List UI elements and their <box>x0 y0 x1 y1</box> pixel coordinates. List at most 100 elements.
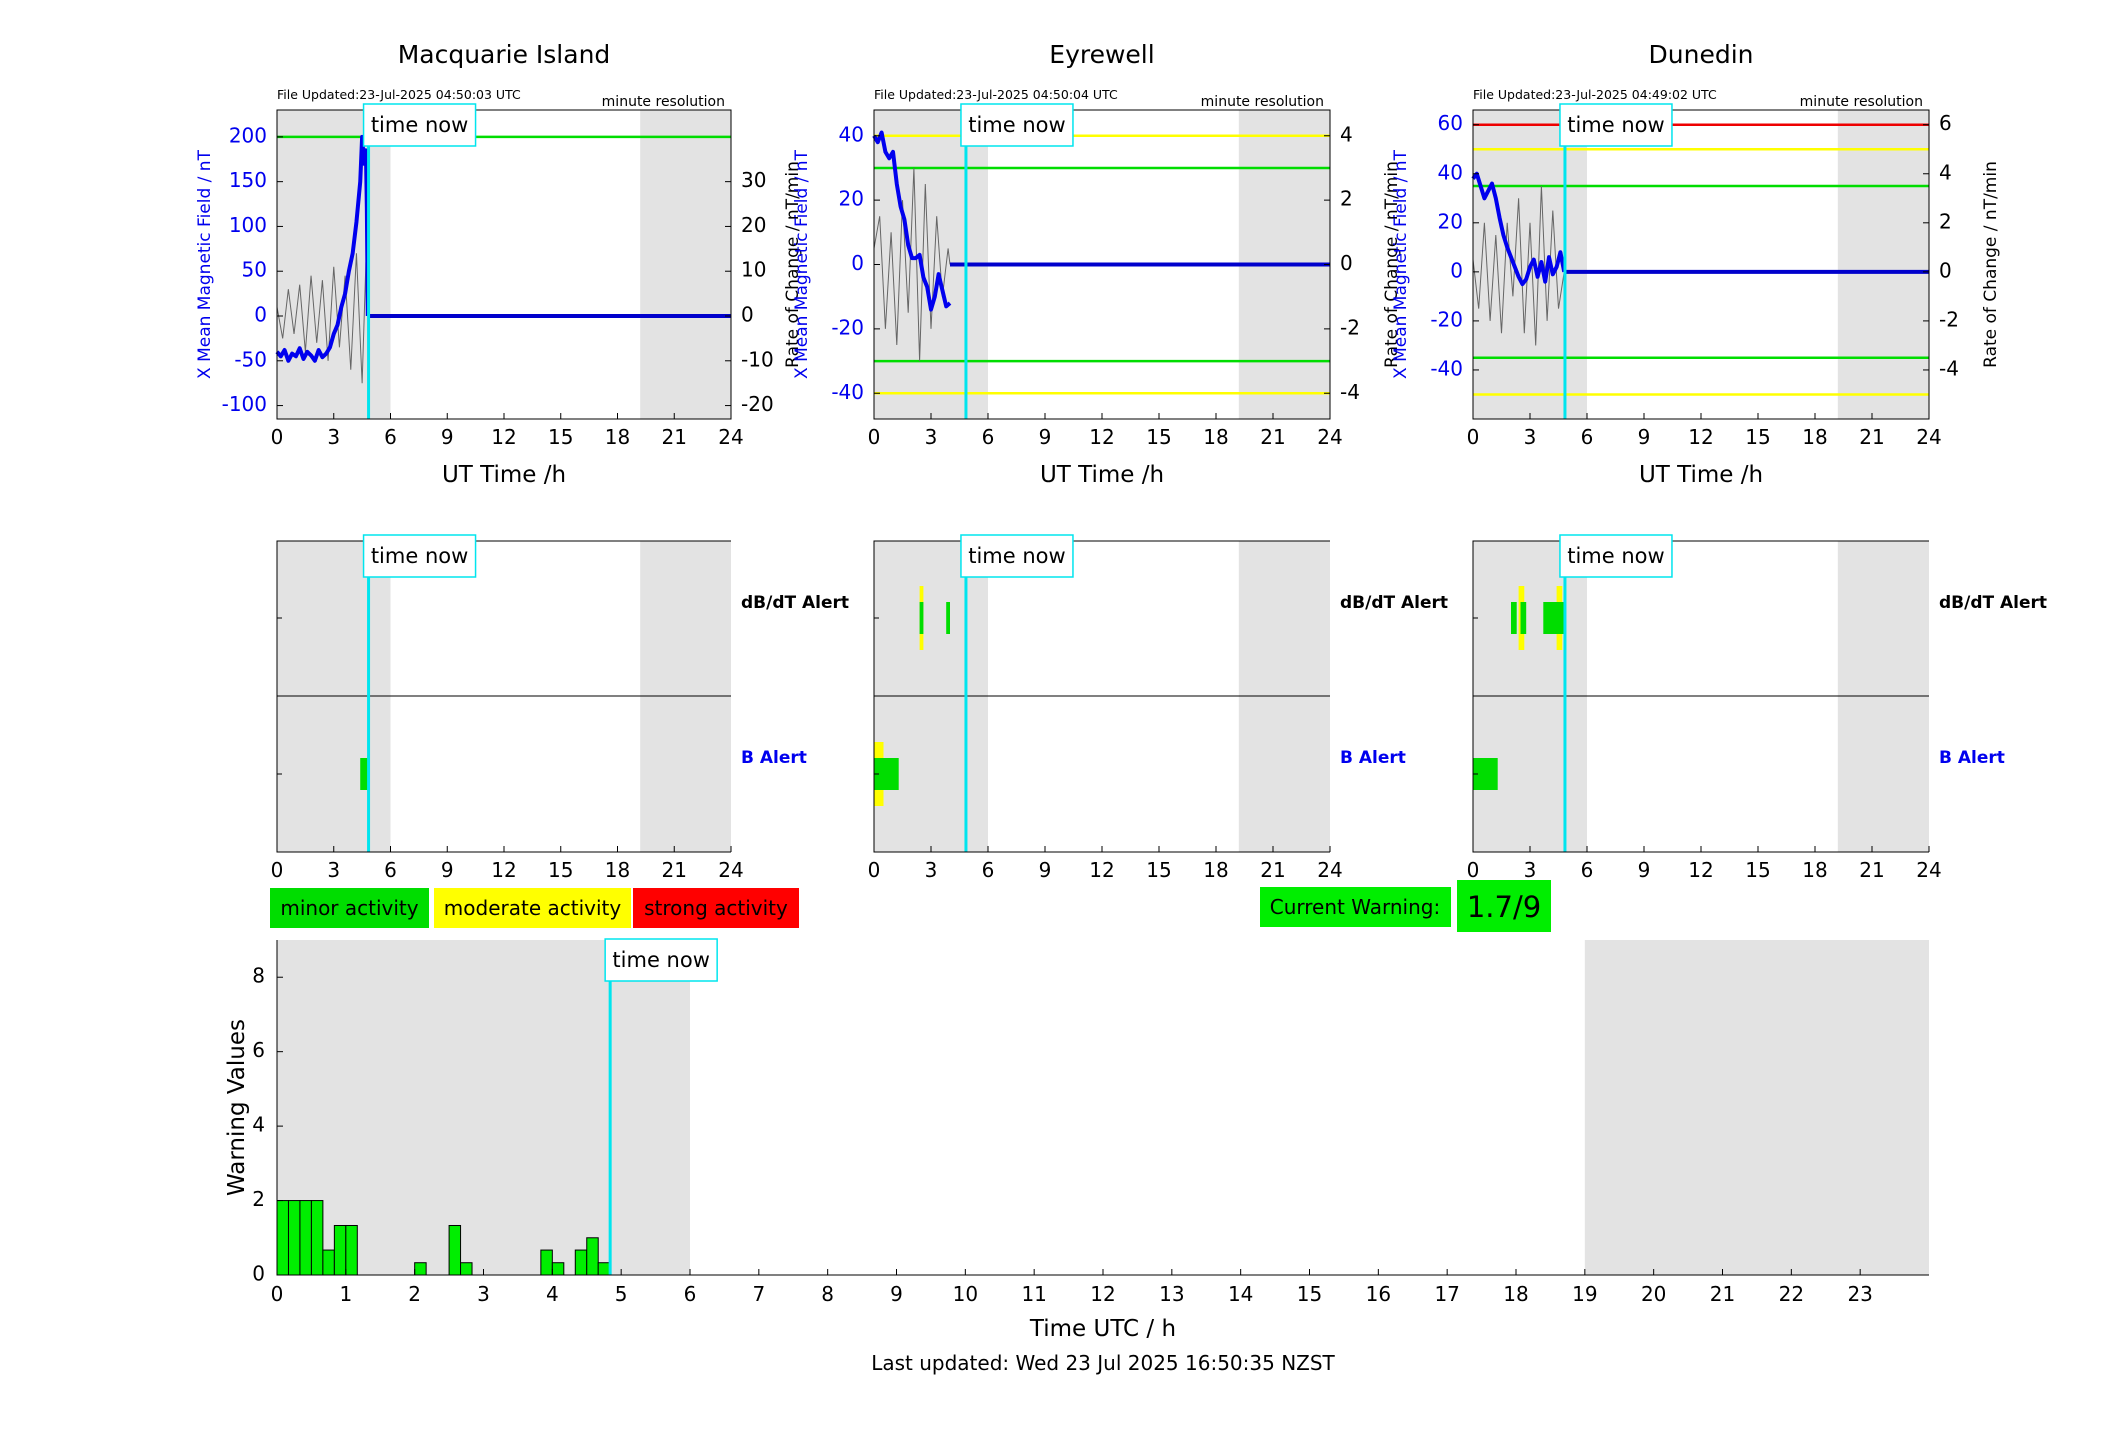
eyrewell-alert-xtick-label-3: 9 <box>1039 858 1052 882</box>
legend-swatch-2 <box>633 888 799 928</box>
dunedin-title: Dunedin <box>1649 40 1754 69</box>
chart-ytick-label-1: 2 <box>252 1187 265 1211</box>
current-warning-label: Current Warning: <box>1270 895 1440 919</box>
macquarie-island-xtick-label-0: 0 <box>271 425 284 449</box>
macquarie-island-alert-xtick-label-6: 18 <box>605 858 630 882</box>
macquarie-island-alert-xtick-label-7: 21 <box>662 858 687 882</box>
dunedin-ytick-left-label-3: 20 <box>1438 209 1463 233</box>
macquarie-island-alert-xtick-label-3: 9 <box>441 858 454 882</box>
eyrewell-now-tag-label: time now <box>968 113 1065 137</box>
macquarie-island-xtick-label-8: 24 <box>718 425 743 449</box>
eyrewell-ytick-left-label-3: 20 <box>839 187 864 211</box>
chart-xtick-label-16: 16 <box>1366 1282 1391 1306</box>
eyrewell-ytick-left-label-2: 0 <box>851 251 864 275</box>
eyrewell-ytick-right-label-4: 4 <box>1340 122 1353 146</box>
warning-bar-8 <box>448 1224 462 1276</box>
macquarie-island-resolution: minute resolution <box>602 94 725 110</box>
dunedin-rate-of-change-series <box>1472 186 1565 346</box>
macquarie-island-ytick-left-label-4: 100 <box>229 213 267 237</box>
dunedin-ytick-right-label-2: 0 <box>1939 258 1952 282</box>
dunedin-field-series <box>1471 171 1567 287</box>
eyrewell-now-tag-box <box>960 103 1074 147</box>
eyrewell-alert-xtick-label-8: 24 <box>1317 858 1342 882</box>
eyrewell-alert-xtick-label-1: 3 <box>925 858 938 882</box>
dunedin-ytick-right-label-0: -4 <box>1939 356 1959 380</box>
macquarie-island-alert-xtick-label-5: 15 <box>548 858 573 882</box>
dunedin-ytick-left-label-4: 40 <box>1438 160 1463 184</box>
dunedin-xtick-label-8: 24 <box>1916 425 1941 449</box>
macquarie-island-file-updated: File Updated:23-Jul-2025 04:50:03 UTC <box>277 87 521 102</box>
eyrewell-ytick-right-label-0: -4 <box>1340 380 1360 404</box>
eyrewell-dbdt-alert-1 <box>919 602 924 634</box>
macquarie-island-b-alert-label: B Alert <box>741 748 807 768</box>
macquarie-island-ytick-left-label-5: 150 <box>229 168 267 192</box>
chart-xtick-label-13: 13 <box>1159 1282 1184 1306</box>
chart-xtick-label-15: 15 <box>1297 1282 1322 1306</box>
chart-xtick-label-12: 12 <box>1090 1282 1115 1306</box>
chart-xtick-label-21: 21 <box>1710 1282 1735 1306</box>
dunedin-xtick-label-6: 18 <box>1802 425 1827 449</box>
macquarie-island-dbdt-alert-label: dB/dT Alert <box>741 593 849 613</box>
dunedin-ytick-right-label-5: 6 <box>1939 111 1952 135</box>
chart-xtick-label-19: 19 <box>1572 1282 1597 1306</box>
eyrewell-title: Eyrewell <box>1049 40 1154 69</box>
eyrewell-b-alert-1 <box>883 758 899 790</box>
eyrewell-xlabel: UT Time /h <box>1040 462 1164 488</box>
dunedin-dbdt-alert-4 <box>1543 602 1567 634</box>
dunedin-alert-xtick-label-2: 6 <box>1581 858 1594 882</box>
macquarie-island-now-tag-box <box>362 103 477 147</box>
macquarie-island-ytick-right-label-5: 30 <box>741 168 766 192</box>
warning-bar-12 <box>574 1249 588 1276</box>
current-warning-value-box <box>1457 880 1551 932</box>
macquarie-island-rate-of-change-series <box>276 253 369 384</box>
chart-xtick-label-4: 4 <box>546 1282 559 1306</box>
legend-swatch-0 <box>270 888 429 928</box>
chart-now-tag-box <box>604 938 718 982</box>
eyrewell-file-updated: File Updated:23-Jul-2025 04:50:04 UTC <box>874 87 1118 102</box>
chart-xtick-label-17: 17 <box>1434 1282 1459 1306</box>
macquarie-island-ylabel-left: X Mean Magnetic Field / nT <box>195 149 215 379</box>
eyrewell-xtick-label-6: 18 <box>1203 425 1228 449</box>
macquarie-island-b-alert-0 <box>360 758 368 790</box>
chart-xtick-label-3: 3 <box>477 1282 490 1306</box>
dunedin-ytick-right-label-3: 2 <box>1939 209 1952 233</box>
chart-xtick-label-8: 8 <box>821 1282 834 1306</box>
macquarie-island-ytick-left-label-6: 200 <box>229 123 267 147</box>
chart-xtick-label-18: 18 <box>1503 1282 1528 1306</box>
eyrewell-ytick-right-label-3: 2 <box>1340 187 1353 211</box>
dunedin-xlabel: UT Time /h <box>1639 462 1763 488</box>
dunedin-resolution: minute resolution <box>1800 94 1923 110</box>
chart-xtick-label-0: 0 <box>271 1282 284 1306</box>
chart-now-tag-label: time now <box>612 948 709 972</box>
dunedin-xtick-label-5: 15 <box>1745 425 1770 449</box>
macquarie-island-ylabel-right: Rate of Change / nT/min <box>783 161 803 368</box>
dunedin-ylabel-left: X Mean Magnetic Field / nT <box>1391 149 1411 379</box>
chart-ytick-label-2: 4 <box>252 1113 265 1137</box>
eyrewell-xtick-label-0: 0 <box>868 425 881 449</box>
dunedin-alert-xtick-label-5: 15 <box>1745 858 1770 882</box>
eyrewell-alert-now-tag-box <box>960 534 1074 578</box>
current-warning-label-box <box>1260 887 1451 927</box>
eyrewell-dbdt-alert-2 <box>946 602 950 634</box>
macquarie-island-xtick-label-2: 6 <box>384 425 397 449</box>
warning-bar-14 <box>597 1262 611 1276</box>
chart-xtick-label-11: 11 <box>1021 1282 1046 1306</box>
eyrewell-alert-now-tag-label: time now <box>968 544 1065 568</box>
eyrewell-ylabel-right: Rate of Change / nT/min <box>1382 161 1402 368</box>
macquarie-island-xtick-label-7: 21 <box>662 425 687 449</box>
eyrewell-ylabel-left: X Mean Magnetic Field / nT <box>792 149 812 379</box>
macquarie-island-alert-xtick-label-8: 24 <box>718 858 743 882</box>
dunedin-xtick-label-3: 9 <box>1638 425 1651 449</box>
eyrewell-ytick-left-label-1: -20 <box>831 315 864 339</box>
chart-xtick-label-5: 5 <box>615 1282 628 1306</box>
eyrewell-xtick-label-1: 3 <box>925 425 938 449</box>
dunedin-ytick-right-label-4: 4 <box>1939 160 1952 184</box>
eyrewell-xtick-label-3: 9 <box>1039 425 1052 449</box>
eyrewell-field-series <box>872 130 952 312</box>
chart-ylabel: Warning Values <box>224 1019 250 1196</box>
eyrewell-xtick-label-4: 12 <box>1089 425 1114 449</box>
dunedin-dbdt-alert-label: dB/dT Alert <box>1939 593 2047 613</box>
dunedin-ytick-left-label-1: -20 <box>1430 307 1463 331</box>
dunedin-now-tag-box <box>1559 103 1673 147</box>
